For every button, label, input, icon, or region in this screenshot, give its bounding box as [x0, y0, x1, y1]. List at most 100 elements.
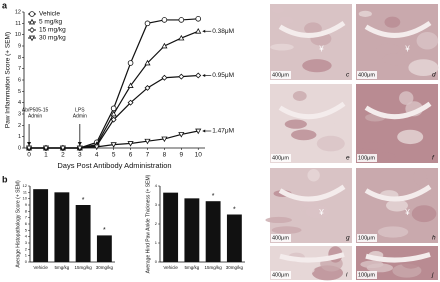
- tissue: [304, 22, 322, 35]
- panel-label: a: [2, 0, 8, 10]
- histology-image: 400μm i: [270, 246, 352, 281]
- tissue: [316, 135, 345, 152]
- panel-label: g: [346, 235, 350, 242]
- tissue: [382, 53, 411, 66]
- y-tick-label: 11: [23, 189, 28, 194]
- tissue: [376, 43, 401, 55]
- marker: [161, 42, 168, 49]
- tissue: [399, 91, 414, 105]
- significance: *: [212, 193, 215, 200]
- y-tick-label: 4: [155, 183, 158, 188]
- bone: [278, 20, 346, 38]
- y-tick-label: 12: [15, 9, 21, 15]
- tissue: [286, 265, 315, 276]
- tissue: [386, 199, 408, 212]
- y-tick-label: 5: [25, 227, 28, 232]
- x-tick-label: 5mg/kg: [54, 265, 69, 270]
- y-tick-label: 9: [25, 202, 28, 207]
- marker: [110, 142, 117, 148]
- image-symbol: ¥: [318, 45, 324, 54]
- event-label: Admin: [28, 113, 42, 119]
- x-axis-label: Days Post Antibody Administration: [57, 161, 171, 170]
- tissue: [307, 169, 320, 182]
- marker: [110, 105, 117, 112]
- x-tick-label: 4: [95, 152, 99, 159]
- image-symbol: ¥: [404, 45, 410, 54]
- x-tick-label: Vehicle: [33, 265, 48, 270]
- y-tick-label: 1: [18, 134, 21, 140]
- bone: [364, 184, 432, 202]
- bone: [278, 101, 346, 120]
- y-tick-label: 8: [25, 208, 28, 213]
- y-tick-label: 11: [15, 21, 21, 27]
- marker: [161, 74, 168, 81]
- scale-box: [271, 154, 291, 162]
- marker: [29, 27, 35, 33]
- histology-image: 400μm g ¥: [265, 168, 352, 243]
- x-tick-label: 7: [146, 152, 150, 159]
- marker: [59, 145, 66, 152]
- annotation: 0.95μM: [212, 72, 234, 79]
- y-tick-label: 2: [155, 221, 158, 226]
- image-bg: [356, 84, 438, 163]
- y-tick-label: 4: [25, 234, 28, 239]
- panel-label: d: [432, 72, 436, 79]
- panel-label: j: [431, 272, 434, 279]
- marker: [42, 145, 50, 152]
- y-tick-label: 3: [155, 202, 158, 207]
- x-tick-label: 30mg/kg: [96, 265, 114, 270]
- tissue: [305, 205, 330, 219]
- scale-box: [271, 234, 291, 242]
- tissue: [384, 16, 401, 28]
- y-tick-label: 2: [18, 123, 21, 129]
- y-tick-label: 2: [25, 246, 28, 251]
- marker: [127, 82, 134, 88]
- legend-label: 30 mg/kg: [39, 35, 66, 42]
- bone: [364, 101, 432, 120]
- bone: [279, 252, 345, 263]
- x-tick-label: 10: [195, 152, 203, 159]
- marker: [161, 17, 168, 23]
- histology-image: 400μm d ¥: [356, 4, 439, 80]
- y-tick-label: 10: [15, 32, 21, 38]
- marker: [28, 35, 36, 42]
- y-tick-label: 3: [25, 240, 28, 245]
- panel-label: c: [346, 72, 350, 79]
- scale-label: 400μm: [272, 272, 289, 278]
- x-tick-label: 2: [61, 152, 65, 159]
- tissue: [272, 7, 284, 13]
- marker: [195, 128, 202, 135]
- y-tick-label: 6: [25, 221, 28, 226]
- x-tick-label: 0: [27, 152, 31, 159]
- marker: [144, 84, 151, 91]
- arrow-head: [27, 142, 32, 146]
- significance: *: [233, 206, 236, 213]
- marker: [127, 99, 134, 106]
- panel-label: h: [432, 235, 436, 242]
- event-label: LPS: [75, 107, 85, 113]
- marker: [76, 145, 83, 152]
- bar: [205, 201, 221, 262]
- y-tick-label: 0: [18, 145, 21, 151]
- tissue: [278, 16, 294, 24]
- marker: [127, 60, 134, 66]
- y-tick-label: 1: [25, 253, 28, 258]
- marker: [110, 116, 117, 123]
- panel-label: e: [346, 155, 350, 162]
- marker: [178, 73, 185, 80]
- marker: [25, 145, 33, 152]
- y-tick-label: 8: [18, 55, 21, 61]
- tissue: [265, 216, 292, 224]
- significance: *: [82, 197, 85, 204]
- image-symbol: ¥: [318, 208, 324, 217]
- arrow-head: [202, 29, 206, 33]
- y-tick-label: 5: [18, 89, 21, 95]
- scale-box: [357, 234, 377, 242]
- bar: [184, 198, 200, 262]
- x-tick-label: 30mg/kg: [226, 265, 244, 270]
- tissue: [416, 31, 439, 50]
- y-tick-label: 7: [25, 215, 28, 220]
- scale-box: [271, 271, 291, 279]
- y-axis-label: Paw Inflammation Score (+ SEM): [5, 32, 12, 128]
